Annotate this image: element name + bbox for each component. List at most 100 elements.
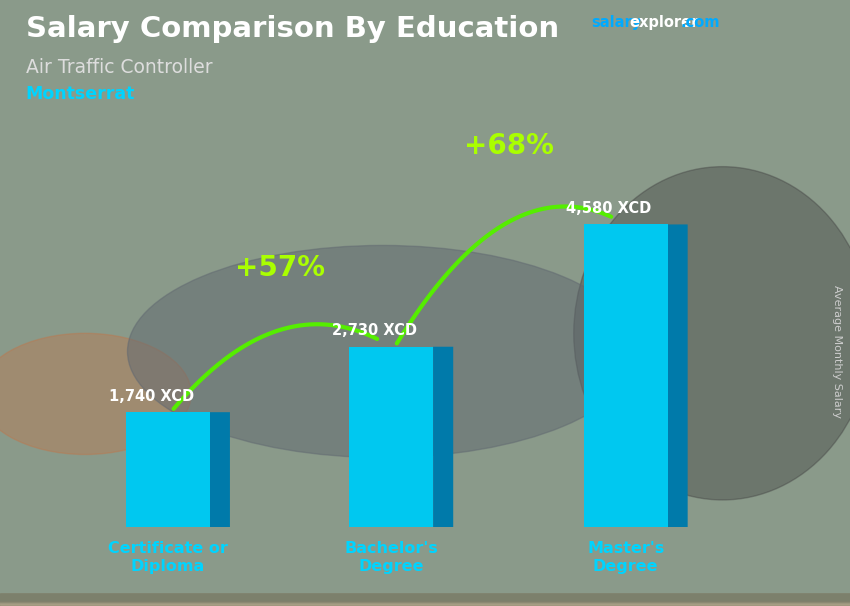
Bar (0, 596, 850, 602)
Bar (0, 598, 850, 604)
Bar (0, 598, 850, 604)
Bar (0, 598, 850, 604)
Bar (0, 598, 850, 604)
Bar (0, 597, 850, 603)
Text: 4,580 XCD: 4,580 XCD (566, 201, 652, 216)
Bar (0, 599, 850, 605)
Bar (0, 599, 850, 605)
Bar (0, 595, 850, 601)
Bar (0, 597, 850, 603)
Bar (0, 596, 850, 602)
Bar (0, 598, 850, 604)
Bar (0, 594, 850, 601)
Bar (126, 412, 210, 527)
Bar (0, 600, 850, 606)
Bar (0, 598, 850, 604)
Bar (0, 598, 850, 604)
Bar (0, 596, 850, 602)
Bar (0, 596, 850, 602)
Bar (0, 596, 850, 602)
Bar (584, 224, 667, 527)
Bar (0, 596, 850, 602)
Text: 2,730 XCD: 2,730 XCD (332, 323, 417, 338)
Bar (0, 595, 850, 601)
Polygon shape (667, 224, 688, 527)
Text: .com: .com (680, 15, 719, 30)
Bar (0, 594, 850, 600)
Bar (0, 598, 850, 604)
Polygon shape (210, 412, 230, 527)
Bar (0, 596, 850, 602)
Bar (0, 594, 850, 601)
Bar (0, 595, 850, 601)
Bar (0, 599, 850, 605)
Bar (0, 599, 850, 605)
Bar (0, 595, 850, 601)
Bar (0, 598, 850, 604)
Bar (0, 600, 850, 606)
Bar (0, 599, 850, 605)
Bar (0, 597, 850, 603)
Bar (0, 599, 850, 605)
Bar (0, 599, 850, 605)
Text: Air Traffic Controller: Air Traffic Controller (26, 58, 212, 76)
Bar (0, 597, 850, 603)
Bar (0, 597, 850, 603)
Bar (0, 595, 850, 601)
Bar (0, 596, 850, 602)
Bar (0, 595, 850, 601)
Bar (0, 599, 850, 605)
Bar (0, 594, 850, 601)
Bar (0, 594, 850, 600)
Bar (0, 599, 850, 605)
Bar (0, 596, 850, 602)
Bar (0, 596, 850, 602)
Bar (0, 599, 850, 605)
Bar (0, 598, 850, 604)
Bar (0, 598, 850, 604)
Bar (349, 347, 434, 527)
Bar (0, 598, 850, 604)
Bar (0, 594, 850, 601)
Text: salary: salary (591, 15, 641, 30)
Bar (0, 596, 850, 602)
Bar (0, 599, 850, 605)
Bar (0, 600, 850, 606)
Ellipse shape (128, 245, 638, 458)
Bar (0, 596, 850, 602)
Bar (0, 599, 850, 605)
Bar (0, 599, 850, 605)
Bar (0, 594, 850, 601)
Bar (0, 598, 850, 604)
Text: +57%: +57% (235, 254, 325, 282)
Bar (0, 599, 850, 605)
Bar (0, 600, 850, 606)
Bar (0, 596, 850, 602)
Bar (0, 594, 850, 601)
Bar (0, 598, 850, 604)
Bar (0, 595, 850, 601)
Bar (0, 597, 850, 603)
Text: Average Monthly Salary: Average Monthly Salary (832, 285, 842, 418)
Bar (0, 598, 850, 604)
Bar (0, 600, 850, 606)
Bar (0, 595, 850, 601)
Bar (0, 599, 850, 605)
Bar (0, 596, 850, 602)
Text: +68%: +68% (463, 132, 553, 159)
Bar (0, 598, 850, 604)
Bar (0, 596, 850, 602)
Bar (0, 594, 850, 601)
Bar (0, 600, 850, 606)
Bar (0, 594, 850, 600)
Ellipse shape (0, 333, 191, 454)
Bar (0, 596, 850, 602)
Bar (0, 599, 850, 605)
Bar (0, 598, 850, 604)
Bar (0, 597, 850, 603)
Text: Montserrat: Montserrat (26, 85, 135, 103)
Bar (0, 598, 850, 604)
Bar (0, 597, 850, 603)
Bar (0, 595, 850, 601)
Bar (0, 594, 850, 601)
